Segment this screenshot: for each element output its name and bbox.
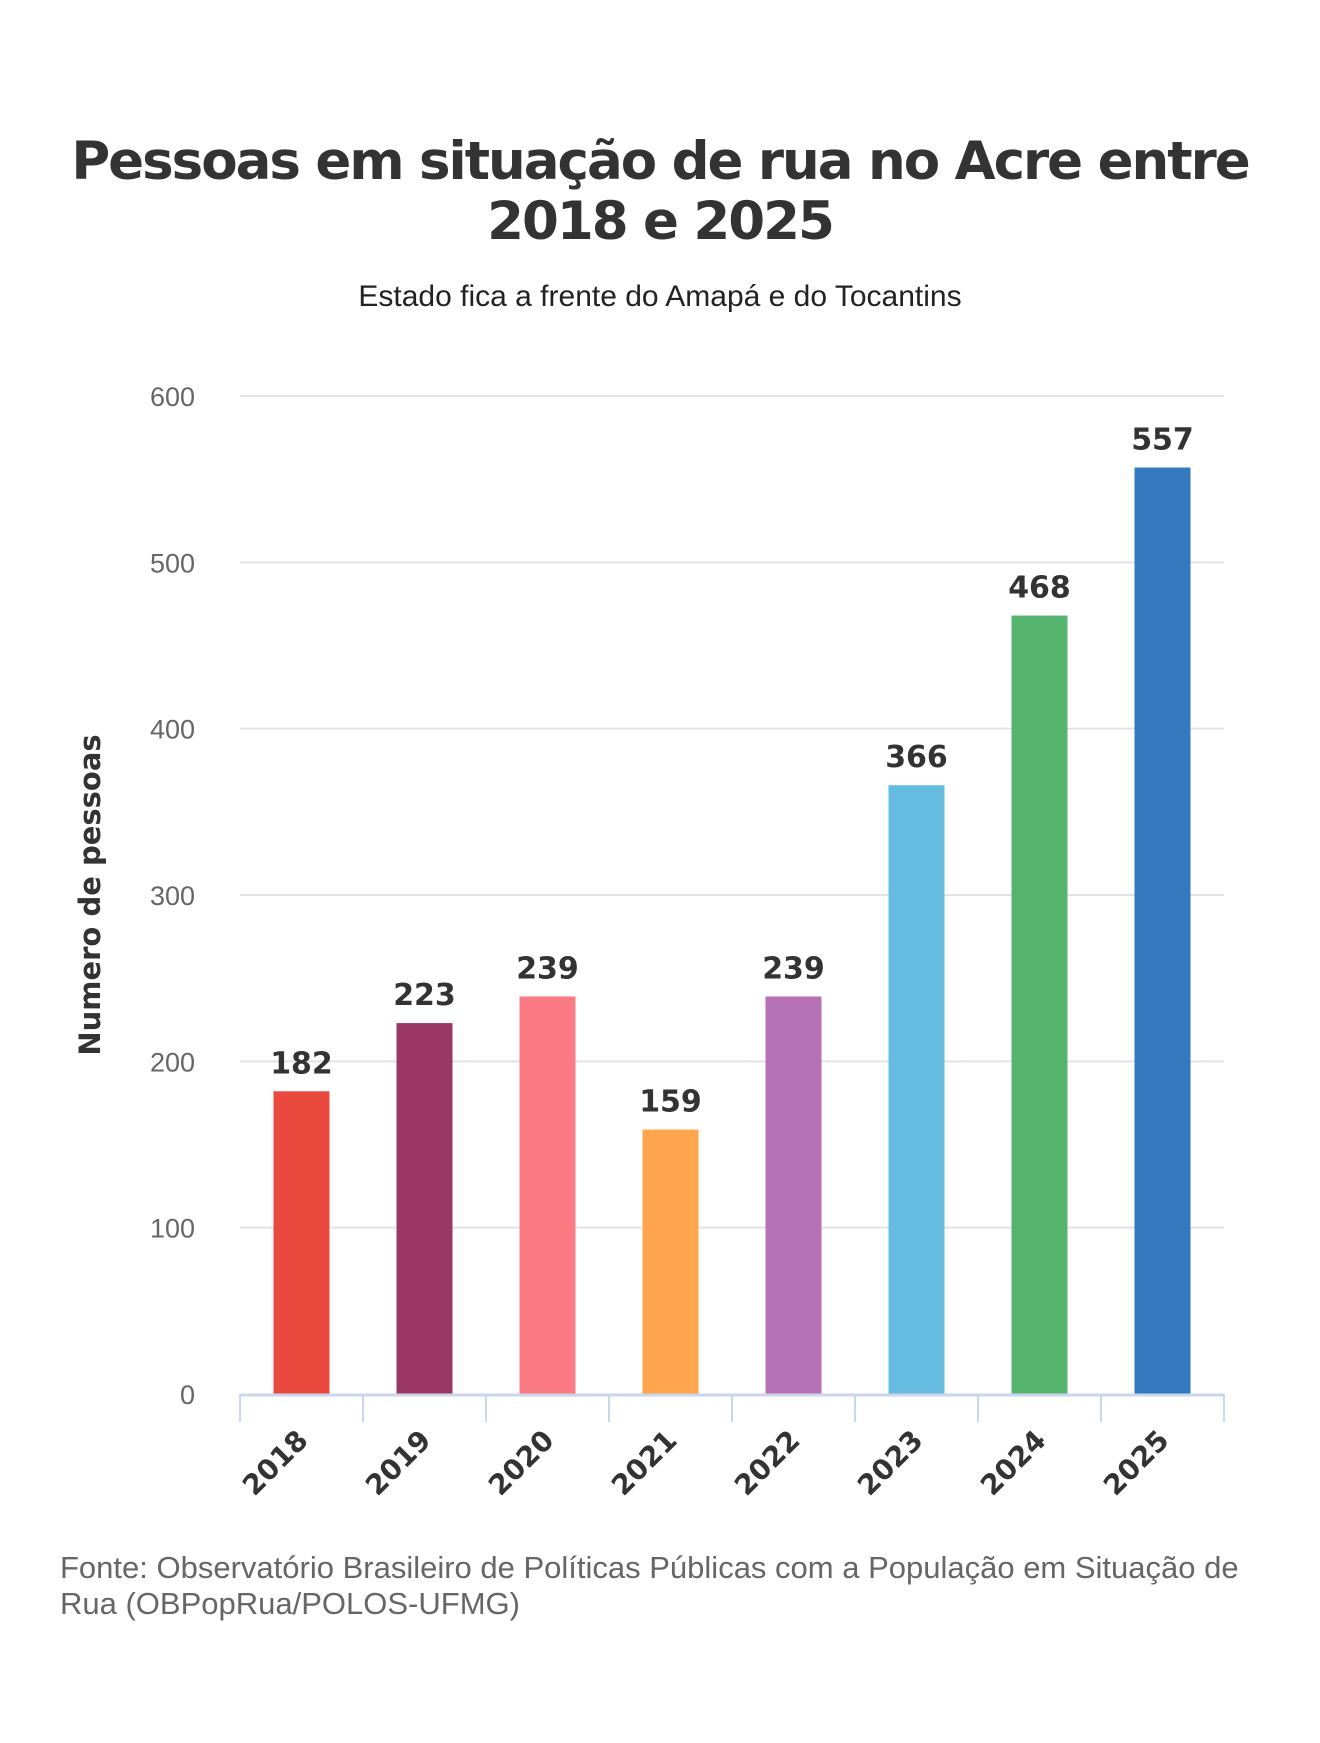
x-tick-label: 2018: [236, 1424, 314, 1502]
data-label: 223: [393, 978, 456, 1013]
x-tick-label: 2022: [728, 1424, 806, 1502]
y-tick-label: 400: [150, 715, 195, 745]
data-label: 159: [639, 1085, 702, 1120]
data-label: 366: [885, 740, 948, 775]
y-tick-label: 300: [150, 881, 195, 911]
y-axis-title: Numero de pessoas: [73, 734, 107, 1055]
bar-2022: [765, 996, 822, 1394]
y-tick-label: 100: [150, 1214, 195, 1244]
chart-subtitle: Estado fica a frente do Amapá e do Tocan…: [358, 280, 962, 313]
bar-2023: [888, 785, 945, 1394]
x-tick-label: 2020: [482, 1424, 560, 1502]
y-tick-label: 600: [150, 382, 195, 412]
data-label: 182: [270, 1046, 333, 1081]
x-tick-label: 2021: [605, 1424, 683, 1502]
bar-2021: [642, 1129, 699, 1394]
bar-2024: [1011, 615, 1068, 1394]
x-tick-label: 2023: [851, 1424, 929, 1502]
source-note: Fonte: Observatório Brasileiro de Políti…: [60, 1550, 1239, 1621]
bar-2018: [273, 1091, 330, 1394]
x-tick-label: 2019: [359, 1424, 437, 1502]
x-tick-label: 2024: [974, 1424, 1052, 1502]
data-label: 239: [516, 951, 579, 986]
y-tick-label: 200: [150, 1047, 195, 1077]
y-tick-label: 0: [180, 1380, 195, 1410]
bar-2025: [1134, 467, 1191, 1395]
data-label: 468: [1008, 571, 1071, 606]
chart-title: Pessoas em situação de rua no Acre entre…: [71, 131, 1250, 252]
data-label: 557: [1131, 423, 1194, 458]
x-tick-label: 2025: [1097, 1424, 1175, 1502]
data-label: 239: [762, 951, 825, 986]
bar-2019: [396, 1023, 453, 1394]
y-tick-label: 500: [150, 548, 195, 578]
bar-2020: [519, 996, 576, 1394]
